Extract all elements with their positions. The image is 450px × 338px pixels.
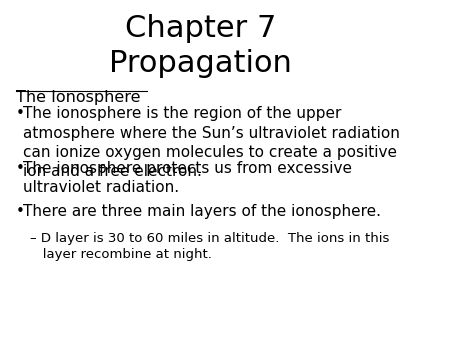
Text: •: • [15, 106, 24, 121]
Text: – D layer is 30 to 60 miles in altitude.  The ions in this
   layer recombine at: – D layer is 30 to 60 miles in altitude.… [30, 232, 390, 261]
Text: The ionosphere protects us from excessive
ultraviolet radiation.: The ionosphere protects us from excessiv… [23, 161, 352, 195]
Text: Chapter 7
Propagation: Chapter 7 Propagation [109, 14, 292, 78]
Text: •: • [15, 204, 24, 219]
Text: There are three main layers of the ionosphere.: There are three main layers of the ionos… [23, 204, 381, 219]
Text: The ionosphere is the region of the upper
atmosphere where the Sun’s ultraviolet: The ionosphere is the region of the uppe… [23, 106, 400, 179]
Text: •: • [15, 161, 24, 175]
Text: The Ionosphere: The Ionosphere [16, 90, 140, 104]
